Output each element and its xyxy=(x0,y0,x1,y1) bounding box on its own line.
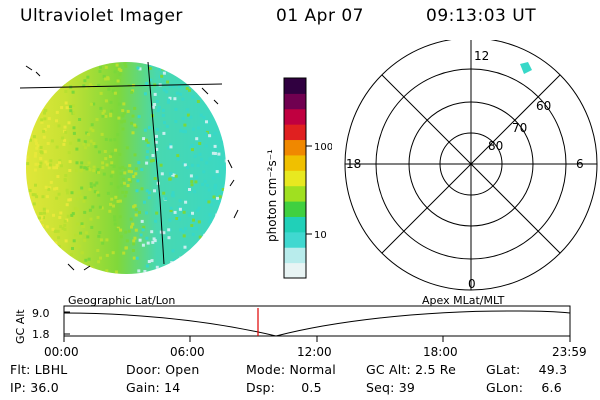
colorbar-cell xyxy=(284,247,306,264)
timeline-left-label: Geographic Lat/Lon xyxy=(68,294,175,307)
info-glat: GLat: 49.3 xyxy=(486,362,568,377)
colorbar-cell xyxy=(284,216,306,233)
polar-label-18: 18 xyxy=(346,157,361,171)
colorbar-cell xyxy=(284,231,306,248)
info-seq: Seq: 39 xyxy=(366,380,416,395)
polar-plot: 12 18 6 0 60 70 80 xyxy=(344,40,598,291)
colorbar: 100 10 photon cm⁻²s⁻¹ xyxy=(265,77,332,279)
polar-lat-70: 70 xyxy=(512,121,527,135)
info-flt: Flt: LBHL xyxy=(10,362,68,377)
orbit-timeline: Geographic Lat/Lon Apex MLat/MLT GC Alt … xyxy=(14,294,587,359)
colorbar-unit-label: photon cm⁻²s⁻¹ xyxy=(265,149,279,242)
colorbar-cell xyxy=(284,262,306,279)
colorbar-cell xyxy=(284,154,306,171)
polar-lat-80: 80 xyxy=(488,139,503,153)
colorbar-cell xyxy=(284,124,306,141)
info-door: Door: Open xyxy=(126,362,200,377)
colorbar-cell xyxy=(284,185,306,202)
timeline-right-label: Apex MLat/MLT xyxy=(422,294,505,307)
colorbar-scale xyxy=(284,78,306,279)
info-dsp: Dsp: 0.5 xyxy=(246,380,322,395)
polar-emission-patch xyxy=(520,62,532,74)
info-mode: Mode: Normal xyxy=(246,362,336,377)
timeline-xtick-0: 00:00 xyxy=(44,345,79,359)
colorbar-cell xyxy=(284,78,306,94)
timeline-xtick-1: 06:00 xyxy=(170,345,205,359)
uv-globe-image xyxy=(19,61,239,274)
colorbar-tick-100: 100 xyxy=(314,142,332,153)
polar-label-12: 12 xyxy=(474,49,489,63)
timeline-axis-title: GC Alt xyxy=(14,309,27,344)
polar-lat-60: 60 xyxy=(536,99,551,113)
info-glon: GLon: 6.6 xyxy=(486,380,562,395)
header-title: Ultraviolet Imager xyxy=(20,6,183,26)
colorbar-tick-10: 10 xyxy=(314,230,327,241)
colorbar-cell xyxy=(284,201,306,217)
timeline-frame xyxy=(63,305,571,337)
timeline-ytick-min: 1.8 xyxy=(32,328,50,341)
colorbar-cell xyxy=(284,170,306,187)
info-gain: Gain: 14 xyxy=(126,380,181,395)
timeline-xtick-3: 18:00 xyxy=(423,345,458,359)
timeline-ytick-max: 9.0 xyxy=(32,307,50,320)
polar-label-6: 6 xyxy=(576,157,584,171)
header-date: 01 Apr 07 xyxy=(276,6,364,26)
info-gc-alt: GC Alt: 2.5 Re xyxy=(366,362,456,377)
colorbar-cell xyxy=(284,108,306,125)
timeline-xtick-4: 23:59 xyxy=(552,345,587,359)
info-ip: IP: 36.0 xyxy=(10,380,59,395)
polar-label-0: 0 xyxy=(468,277,476,291)
colorbar-cell xyxy=(284,93,306,110)
header-time: 09:13:03 UT xyxy=(426,6,537,26)
timeline-altitude-curve xyxy=(63,310,571,337)
colorbar-cell xyxy=(284,139,306,156)
timeline-xtick-2: 12:00 xyxy=(297,345,332,359)
